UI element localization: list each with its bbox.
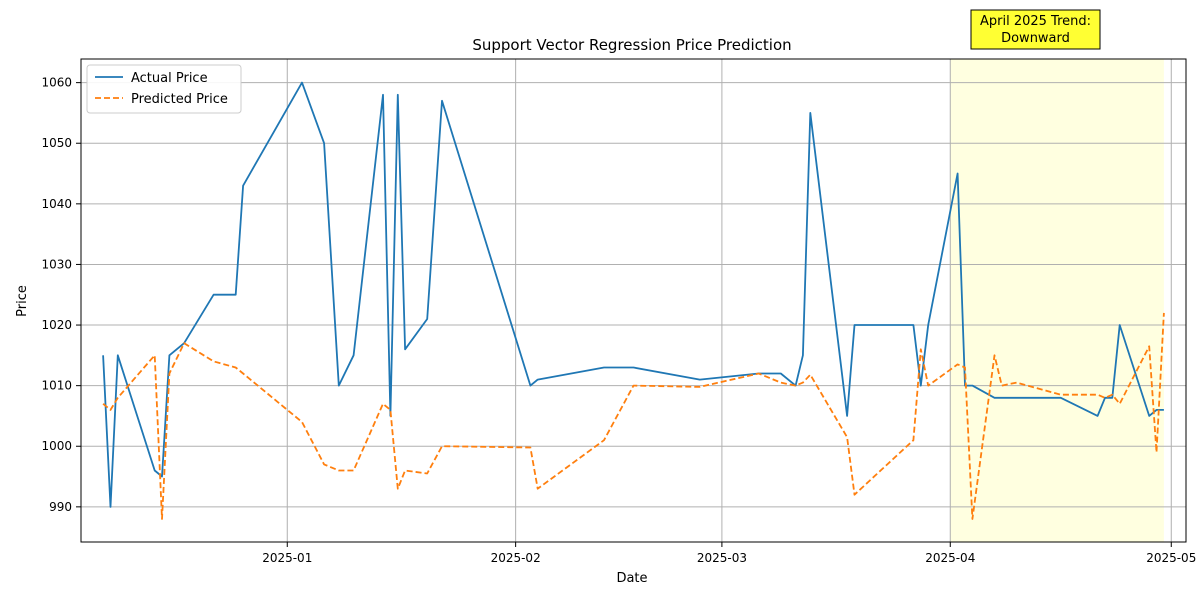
grid-layer <box>81 59 1186 542</box>
x-tick-label: 2025-02 <box>491 551 541 565</box>
series-line-predicted-price <box>102 312 1165 520</box>
y-tick-label: 1050 <box>41 136 72 150</box>
y-tick-label: 1010 <box>41 379 72 393</box>
annotation-line-1: April 2025 Trend: <box>980 14 1091 29</box>
y-tick-label: 1060 <box>41 76 72 90</box>
x-tick-label: 2025-05 <box>1146 551 1196 565</box>
y-tick-label: 1040 <box>41 197 72 211</box>
chart-title: Support Vector Regression Price Predicti… <box>472 36 791 54</box>
x-tick-label: 2025-03 <box>697 551 747 565</box>
y-tick-label: 1020 <box>41 318 72 332</box>
tick-layer: 2025-01 2025-02 2025-03 2025-04 2025-05 990 10… <box>41 76 1196 565</box>
annotation-box <box>970 9 1101 50</box>
highlight-layer <box>950 59 1164 542</box>
series-layer <box>102 81 1165 520</box>
x-tick-label: 2025-01 <box>262 551 312 565</box>
annotation: April 2025 Trend: Downward <box>970 9 1101 50</box>
y-tick-label: 1030 <box>41 257 72 271</box>
legend-label-predicted: Predicted Price <box>131 92 228 107</box>
legend-box <box>86 64 242 114</box>
legend: Actual Price Predicted Price <box>86 64 242 114</box>
series-line-actual-price <box>102 81 1164 508</box>
plot-frame <box>80 58 1187 543</box>
x-tick-label: 2025-04 <box>925 551 975 565</box>
y-axis-label: Price <box>15 285 30 317</box>
y-tick-label: 1000 <box>41 439 72 453</box>
annotation-line-2: Downward <box>1001 31 1070 46</box>
april-highlight-region <box>950 59 1164 542</box>
legend-label-actual: Actual Price <box>131 71 208 86</box>
y-tick-label: 990 <box>49 500 72 514</box>
x-axis-label: Date <box>616 571 647 586</box>
